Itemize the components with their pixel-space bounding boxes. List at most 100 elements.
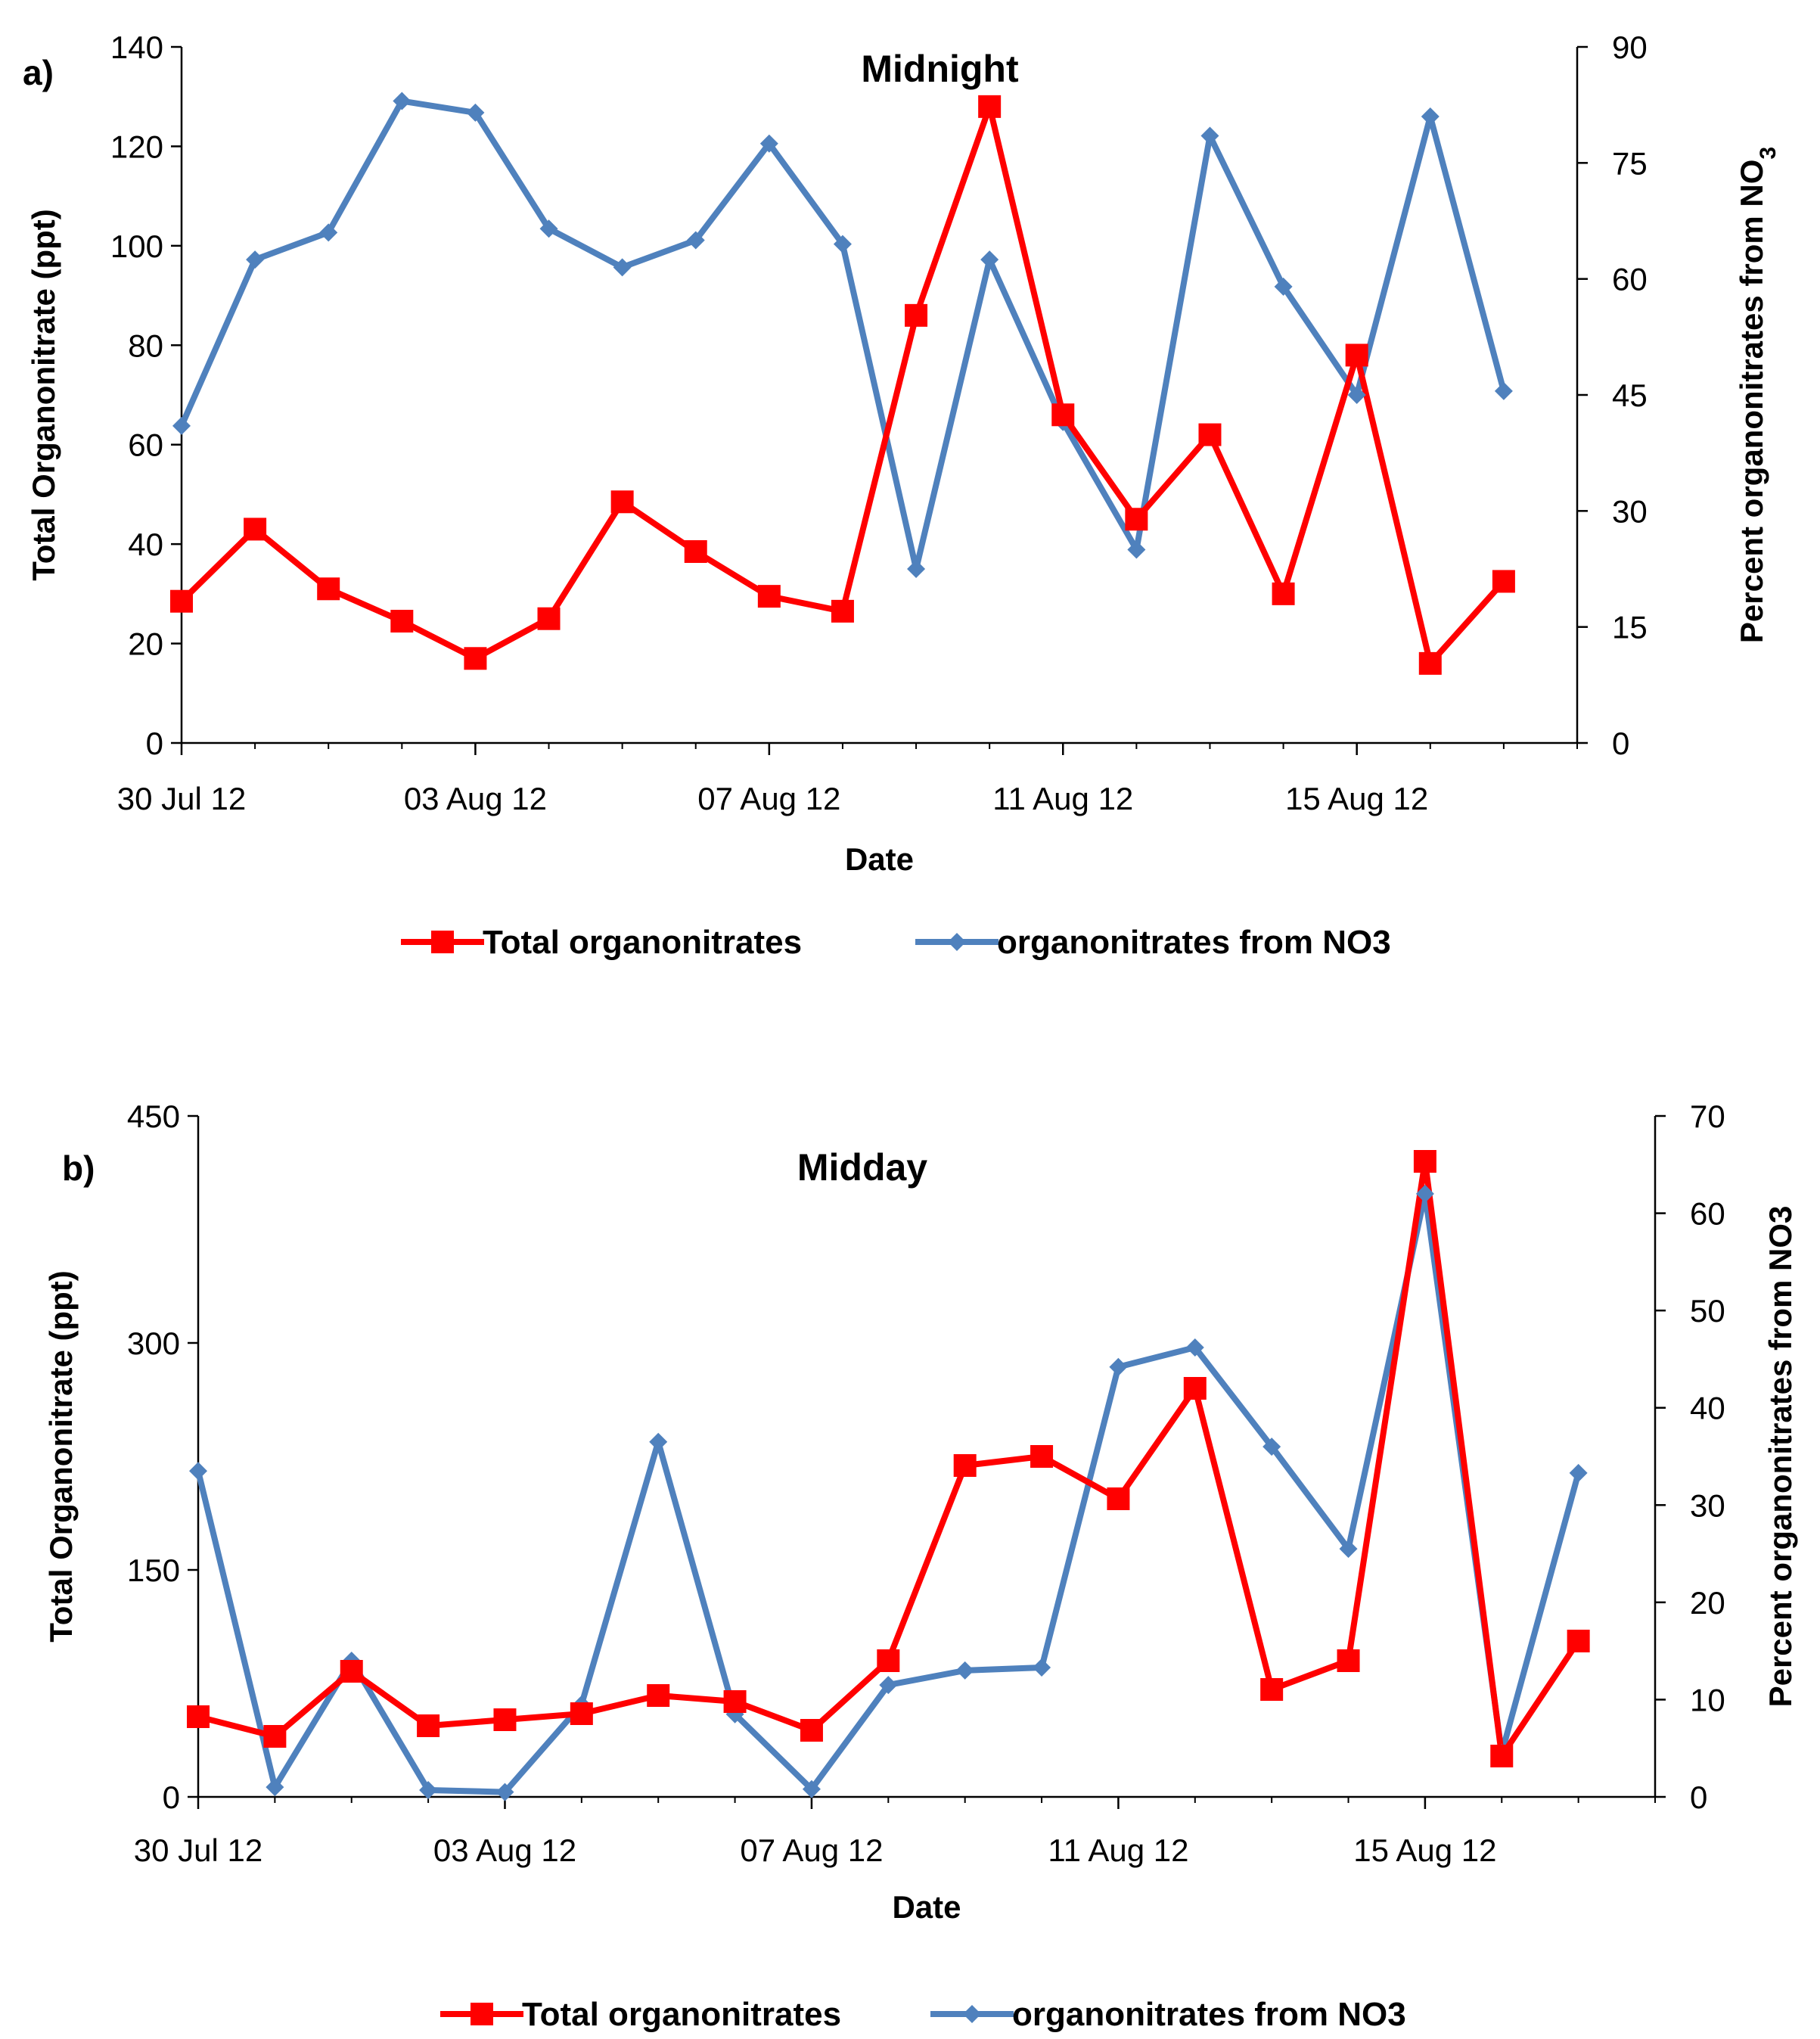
y-tick-label: 40 xyxy=(128,527,163,562)
y2-axis-title: Percent organonitrates from NO3 xyxy=(1734,147,1781,643)
data-point-total-organonitrates xyxy=(493,1708,517,1731)
data-point-total-organonitrates xyxy=(1490,1745,1514,1767)
y-tick-label: 80 xyxy=(128,328,163,363)
y-tick-label: 0 xyxy=(163,1779,180,1815)
data-point-total-organonitrates xyxy=(1125,508,1148,531)
chart-panel-2: 0 150 300 450 0 10 20 30 40 50 60 70 30 Jul 12 03 Aug… xyxy=(43,1099,1798,2033)
data-point-organonitrates-from-no3 xyxy=(319,223,338,242)
data-point-organonitrates-from-no3 xyxy=(495,1783,514,1801)
y-tick-label: 300 xyxy=(127,1326,180,1361)
data-point-organonitrates-from-no3 xyxy=(649,1432,668,1451)
data-point-total-organonitrates xyxy=(1413,1150,1436,1173)
series-line-total-organonitrates xyxy=(179,103,1506,667)
data-point-organonitrates-from-no3 xyxy=(246,250,265,269)
x-tick-label: 07 Aug 12 xyxy=(740,1832,883,1868)
legend-marker xyxy=(431,931,454,953)
data-point-total-organonitrates xyxy=(464,647,487,670)
chart-title: Midday xyxy=(797,1146,927,1189)
y2-tick-label: 70 xyxy=(1690,1099,1725,1134)
data-point-organonitrates-from-no3 xyxy=(686,231,705,250)
data-point-organonitrates-from-no3 xyxy=(1415,1184,1434,1203)
data-point-total-organonitrates xyxy=(1418,651,1442,675)
data-point-total-organonitrates xyxy=(1272,582,1295,605)
data-point-organonitrates-from-no3 xyxy=(1109,1357,1128,1376)
series-line-organonitrates-from-no3 xyxy=(179,98,1507,572)
data-point-total-organonitrates xyxy=(244,518,267,541)
y2-tick-label: 50 xyxy=(1690,1293,1725,1329)
data-point-organonitrates-from-no3 xyxy=(907,560,926,578)
x-axis-title: Date xyxy=(892,1889,961,1925)
data-point-organonitrates-from-no3 xyxy=(466,103,485,122)
data-point-organonitrates-from-no3 xyxy=(189,1462,207,1481)
y-tick-label: 20 xyxy=(128,626,163,662)
data-point-total-organonitrates xyxy=(1492,570,1515,593)
y2-tick-label: 30 xyxy=(1612,493,1648,529)
data-point-total-organonitrates xyxy=(1337,1649,1360,1672)
data-point-total-organonitrates xyxy=(1345,343,1368,367)
data-point-total-organonitrates xyxy=(187,1705,210,1728)
panel-label: a) xyxy=(23,53,54,92)
panel-label: b) xyxy=(62,1148,95,1188)
chart-panel-1: 0 20 40 60 80 100 120 140 0 15 30 45 60 75 90 30 Jul 12… xyxy=(23,30,1781,961)
legend-label: organonitrates from NO3 xyxy=(997,924,1391,961)
y-axis-title: Total Organonitrate (ppt) xyxy=(43,1270,79,1643)
data-point-total-organonitrates xyxy=(1567,1630,1590,1652)
legend-label: Total organonitrates xyxy=(483,924,802,961)
y-tick-label: 450 xyxy=(127,1099,180,1134)
legend-entry-total-organonitrates: Total organonitrates xyxy=(440,1996,841,2033)
y2-tick-label: 75 xyxy=(1612,145,1648,181)
data-point-organonitrates-from-no3 xyxy=(1569,1463,1588,1482)
data-point-total-organonitrates xyxy=(340,1660,363,1683)
x-axis-title: Date xyxy=(845,841,914,877)
data-point-organonitrates-from-no3 xyxy=(1421,107,1440,126)
y-tick-label: 150 xyxy=(127,1553,180,1588)
data-point-total-organonitrates xyxy=(647,1684,670,1707)
y-axis-title: Total Organonitrate (ppt) xyxy=(26,209,61,581)
y2-tick-label: 60 xyxy=(1690,1196,1725,1232)
data-point-total-organonitrates xyxy=(877,1649,900,1672)
data-point-organonitrates-from-no3 xyxy=(393,92,412,110)
y2-tick-label: 20 xyxy=(1690,1585,1725,1621)
legend-entry-total-organonitrates: Total organonitrates xyxy=(401,924,802,961)
data-point-organonitrates-from-no3 xyxy=(172,416,191,435)
chart-title: Midnight xyxy=(861,48,1019,90)
x-tick-label: 11 Aug 12 xyxy=(992,781,1133,816)
x-tick-label: 11 Aug 12 xyxy=(1048,1832,1188,1868)
data-point-organonitrates-from-no3 xyxy=(955,1661,974,1680)
y2-tick-label: 60 xyxy=(1612,262,1648,297)
y2-tick-label: 0 xyxy=(1690,1779,1707,1815)
data-point-total-organonitrates xyxy=(757,585,781,608)
y2-tick-label: 0 xyxy=(1612,726,1629,761)
data-point-organonitrates-from-no3 xyxy=(1033,1658,1051,1677)
data-point-organonitrates-from-no3 xyxy=(1494,381,1513,400)
data-point-total-organonitrates xyxy=(953,1454,977,1477)
y-tick-label: 0 xyxy=(146,726,163,761)
x-tick-label: 30 Jul 12 xyxy=(134,1832,262,1868)
data-point-total-organonitrates xyxy=(317,577,340,601)
y-tick-label: 100 xyxy=(110,228,163,264)
y2-tick-label: 15 xyxy=(1612,610,1648,645)
legend-entry-organonitrates-from-no3: organonitrates from NO3 xyxy=(930,1996,1406,2033)
data-point-organonitrates-from-no3 xyxy=(980,250,999,269)
data-point-organonitrates-from-no3 xyxy=(1263,1438,1281,1456)
data-point-total-organonitrates xyxy=(610,490,634,514)
data-point-total-organonitrates xyxy=(537,607,561,630)
y2-tick-label: 10 xyxy=(1690,1682,1725,1717)
y-tick-label: 60 xyxy=(128,427,163,463)
y2-axis-title-main: Percent organonitrates from NO xyxy=(1734,160,1769,643)
data-point-organonitrates-from-no3 xyxy=(266,1778,284,1797)
data-point-organonitrates-from-no3 xyxy=(1185,1338,1204,1357)
data-point-organonitrates-from-no3 xyxy=(1347,386,1366,404)
data-point-total-organonitrates xyxy=(1051,403,1075,427)
data-point-organonitrates-from-no3 xyxy=(419,1781,438,1799)
x-tick-label: 15 Aug 12 xyxy=(1285,781,1428,816)
data-point-organonitrates-from-no3 xyxy=(539,219,558,238)
data-point-organonitrates-from-no3 xyxy=(1339,1540,1358,1559)
data-point-total-organonitrates xyxy=(831,599,854,623)
data-point-total-organonitrates xyxy=(684,540,707,563)
legend-entry-organonitrates-from-no3: organonitrates from NO3 xyxy=(915,924,1391,961)
data-point-total-organonitrates xyxy=(1107,1487,1130,1510)
legend-label: organonitrates from NO3 xyxy=(1012,1996,1406,2033)
data-point-total-organonitrates xyxy=(978,95,1002,118)
